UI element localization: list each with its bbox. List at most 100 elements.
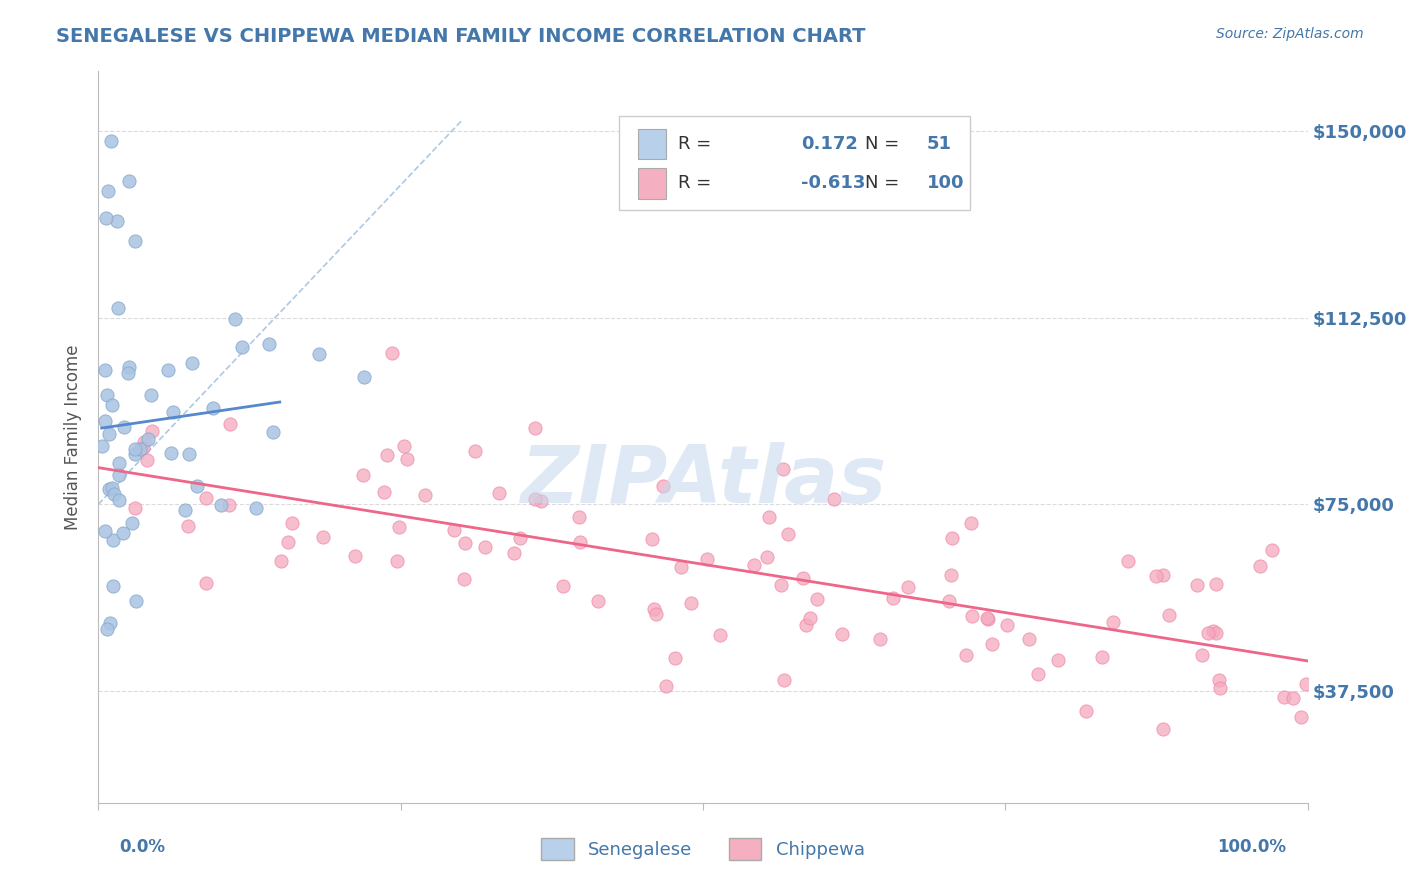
Point bbox=[709, 628, 731, 642]
Point bbox=[474, 540, 496, 554]
Point bbox=[141, 424, 163, 438]
Point bbox=[882, 591, 904, 605]
Point bbox=[980, 637, 1002, 651]
Point bbox=[224, 312, 246, 326]
Legend: Senegalese, Chippewa: Senegalese, Chippewa bbox=[534, 830, 872, 867]
Point bbox=[823, 492, 845, 507]
Point bbox=[375, 448, 398, 462]
Point bbox=[509, 532, 531, 546]
Point bbox=[124, 501, 146, 516]
Point bbox=[939, 568, 962, 582]
Point bbox=[381, 346, 404, 360]
Point bbox=[1144, 569, 1167, 583]
Text: R =: R = bbox=[678, 135, 717, 153]
Point bbox=[523, 492, 546, 507]
Point bbox=[1295, 677, 1317, 691]
Point bbox=[503, 546, 526, 560]
Point bbox=[245, 501, 267, 516]
Point bbox=[118, 174, 141, 188]
Point bbox=[388, 520, 411, 534]
Point bbox=[96, 388, 118, 402]
Point bbox=[938, 594, 960, 608]
Point bbox=[138, 432, 160, 446]
Point bbox=[308, 347, 330, 361]
Point bbox=[524, 421, 547, 435]
Point bbox=[655, 679, 678, 693]
Point bbox=[281, 516, 304, 531]
Point bbox=[218, 498, 240, 512]
Point bbox=[101, 398, 124, 412]
Point bbox=[681, 597, 703, 611]
Point bbox=[103, 487, 125, 501]
Text: 0.0%: 0.0% bbox=[120, 838, 166, 856]
Point bbox=[353, 370, 375, 384]
Point bbox=[644, 607, 666, 621]
Text: -0.613: -0.613 bbox=[801, 175, 866, 193]
Text: R =: R = bbox=[678, 175, 717, 193]
Point bbox=[195, 491, 218, 506]
Point bbox=[156, 363, 179, 377]
Point bbox=[121, 516, 143, 530]
Point bbox=[897, 580, 920, 594]
Text: 51: 51 bbox=[927, 135, 952, 153]
Point bbox=[209, 498, 232, 512]
Text: Source: ZipAtlas.com: Source: ZipAtlas.com bbox=[1216, 27, 1364, 41]
Point bbox=[1157, 608, 1180, 623]
Point bbox=[651, 479, 673, 493]
Point bbox=[98, 426, 121, 441]
Point bbox=[94, 363, 117, 377]
Point bbox=[941, 531, 963, 545]
Point bbox=[202, 401, 225, 415]
Point bbox=[270, 554, 292, 568]
Point bbox=[453, 572, 475, 586]
Point bbox=[799, 611, 821, 625]
Point bbox=[174, 503, 197, 517]
Point bbox=[177, 518, 200, 533]
Point bbox=[1197, 625, 1219, 640]
Point bbox=[131, 441, 153, 455]
Point bbox=[1205, 625, 1227, 640]
Text: ZIPAtlas: ZIPAtlas bbox=[520, 442, 886, 520]
Text: 100.0%: 100.0% bbox=[1218, 838, 1286, 856]
Point bbox=[277, 535, 299, 549]
Point bbox=[643, 602, 665, 616]
Point bbox=[194, 575, 217, 590]
Point bbox=[385, 554, 408, 568]
Point bbox=[186, 478, 208, 492]
Point bbox=[758, 510, 780, 524]
Point bbox=[671, 560, 693, 574]
Point bbox=[100, 134, 122, 148]
Point bbox=[664, 651, 686, 665]
Point bbox=[1272, 690, 1295, 704]
Point bbox=[262, 425, 284, 440]
Point bbox=[124, 447, 146, 461]
Point bbox=[1291, 710, 1313, 724]
Point bbox=[568, 510, 591, 524]
Point bbox=[94, 414, 117, 428]
Point bbox=[413, 487, 436, 501]
Point bbox=[103, 533, 125, 547]
Point bbox=[97, 184, 120, 198]
Point bbox=[344, 549, 367, 563]
Point bbox=[529, 494, 551, 508]
Point bbox=[464, 444, 486, 458]
Point bbox=[995, 618, 1018, 632]
Point bbox=[1046, 653, 1069, 667]
Point bbox=[312, 530, 335, 544]
Point bbox=[160, 446, 183, 460]
Point bbox=[977, 612, 1000, 626]
Point bbox=[776, 526, 799, 541]
Point bbox=[1209, 681, 1232, 695]
Point bbox=[794, 618, 817, 632]
Point bbox=[231, 340, 253, 354]
Point bbox=[869, 632, 891, 647]
Point bbox=[641, 532, 664, 546]
Text: 100: 100 bbox=[927, 175, 965, 193]
Point bbox=[1202, 624, 1225, 638]
Point bbox=[1091, 650, 1114, 665]
Point bbox=[124, 442, 146, 456]
Point bbox=[136, 453, 159, 467]
Point bbox=[1261, 543, 1284, 558]
Point bbox=[773, 673, 796, 687]
Point bbox=[124, 234, 146, 248]
